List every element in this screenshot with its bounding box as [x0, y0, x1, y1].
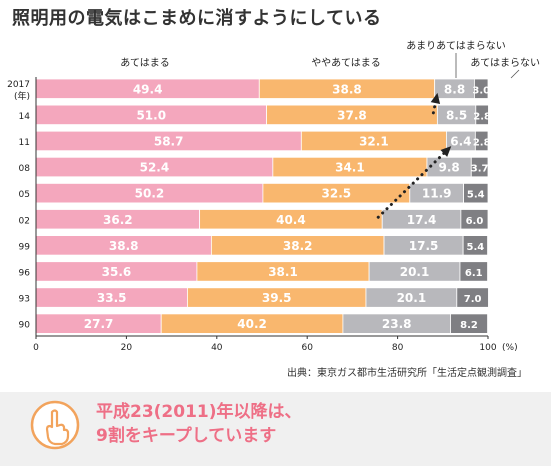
data-label: 52.4	[140, 161, 170, 175]
pointing-hand-icon	[30, 400, 80, 450]
data-label: 37.8	[337, 108, 367, 122]
category-label: 2017	[7, 80, 30, 90]
data-label: 11.9	[422, 187, 452, 201]
data-label: 32.5	[322, 187, 352, 201]
trend-arrow-head	[430, 92, 441, 104]
data-label: 51.0	[136, 108, 166, 122]
legend-leader-line	[510, 69, 520, 79]
data-label: 58.7	[154, 134, 184, 148]
summary-line-2: 9割をキープしています	[96, 426, 277, 446]
data-label: 3.7	[471, 164, 489, 175]
trend-arrow-line	[376, 147, 450, 219]
category-label: 05	[19, 190, 30, 200]
legend-label: ややあてはまる	[311, 57, 381, 69]
legend-label: あてはまる	[120, 57, 170, 69]
bar-segment	[460, 209, 489, 230]
data-label: 39.5	[262, 291, 292, 305]
data-label: 2.8	[473, 111, 491, 122]
bar-segment	[462, 235, 488, 256]
legend-label: あまりあてはまらない	[406, 40, 506, 52]
data-label: 38.8	[109, 239, 139, 253]
summary-line-1: 平成23(2011)年以降は、	[96, 402, 302, 422]
data-label: 38.8	[332, 82, 362, 96]
category-label: 11	[19, 138, 30, 148]
category-label: 02	[19, 216, 30, 226]
data-label: 3.0	[472, 85, 490, 96]
source-note: 出典：東京ガス都市生活研究所「生活定点観測調査」	[287, 368, 527, 379]
data-label: 8.2	[460, 320, 478, 331]
bar-segment	[456, 287, 489, 308]
bar-segment	[470, 156, 489, 178]
data-label: 6.4	[450, 134, 471, 148]
chart-title: 照明用の電気はこまめに消すようにしている	[12, 8, 382, 29]
data-label: 36.2	[103, 213, 133, 227]
data-label: 17.4	[407, 213, 437, 227]
data-label: 32.1	[359, 134, 389, 148]
x-tick-label: 20	[121, 343, 133, 353]
x-tick-label: 60	[301, 343, 313, 353]
data-label: 6.0	[466, 216, 484, 227]
bar-segment	[450, 313, 488, 334]
data-label: 35.6	[102, 265, 132, 279]
data-label: 9.8	[438, 161, 459, 175]
data-label: 38.1	[268, 265, 298, 279]
data-label: 6.1	[465, 268, 483, 279]
data-label: 17.5	[409, 239, 439, 253]
legend-label: あてはまらない	[470, 57, 540, 69]
data-label: 2.8	[473, 137, 491, 148]
bar-segment	[474, 78, 489, 99]
category-label: 90	[19, 321, 31, 331]
data-label: 23.8	[382, 317, 412, 331]
data-label: 34.1	[335, 161, 365, 175]
x-tick-label: 100	[479, 343, 496, 353]
category-label: 14	[19, 112, 31, 122]
summary-text: 平成23(2011)年以降は、 9割をキープしています	[96, 400, 302, 448]
bar-segment	[474, 130, 489, 152]
data-label: 5.4	[466, 242, 484, 253]
summary-panel: 平成23(2011)年以降は、 9割をキープしています	[0, 392, 551, 466]
data-label: 40.2	[237, 317, 267, 331]
data-label: 20.1	[400, 265, 430, 279]
data-label: 49.4	[133, 82, 163, 96]
data-label: 5.4	[467, 190, 485, 201]
category-label: 08	[19, 164, 31, 174]
data-label: 50.2	[135, 187, 165, 201]
x-unit-label: (%)	[502, 343, 518, 353]
bar-segment	[459, 261, 488, 282]
x-tick-label: 40	[211, 343, 223, 353]
data-label: 20.1	[397, 291, 427, 305]
bar-segment	[463, 182, 489, 204]
data-label: 7.0	[464, 294, 482, 305]
data-label: 38.2	[283, 239, 313, 253]
x-tick-label: 0	[33, 343, 39, 353]
trend-arrow-head	[440, 146, 452, 157]
data-label: 27.7	[84, 317, 114, 331]
category-label: 96	[19, 268, 31, 278]
bar-segment	[475, 104, 489, 125]
data-label: 40.4	[276, 213, 306, 227]
data-label: 8.5	[446, 108, 467, 122]
data-label: 33.5	[97, 291, 127, 305]
data-label: 8.8	[444, 82, 465, 96]
category-label: 93	[19, 295, 30, 305]
category-label: 99	[19, 242, 31, 252]
x-tick-label: 80	[392, 343, 404, 353]
category-label: (年)	[14, 90, 30, 102]
